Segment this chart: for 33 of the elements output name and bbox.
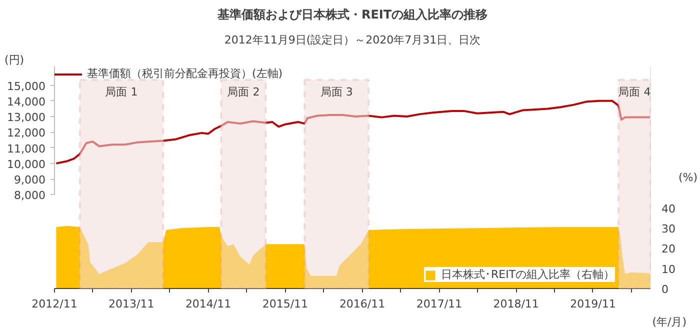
- legend-label: 基準価額（税引前分配金再投資）(左軸): [87, 66, 283, 81]
- band-label: 局面 1: [105, 85, 138, 98]
- y-tick-label: 10,000: [7, 158, 46, 171]
- y2-tick-label: 0: [662, 283, 668, 296]
- y2-tick-label: 30: [662, 222, 676, 236]
- y-tick-label: 12,000: [7, 126, 46, 140]
- y-tick-label: 11,000: [7, 142, 46, 156]
- chart-subtitle: 2012年11月9日(設定日）～2020年7月31日、日次: [224, 34, 481, 46]
- y2-tick-label: 20: [662, 242, 676, 256]
- x-tick-label: 2013/11: [108, 298, 154, 310]
- band-label: 局面 3: [320, 85, 353, 98]
- y-tick-label: 14,000: [7, 95, 46, 108]
- x-tick-label: 2012/11: [32, 298, 78, 310]
- x-tick-label: 2014/11: [185, 298, 232, 310]
- band-label: 局面 4: [618, 85, 651, 98]
- y2-tick-label: 10: [662, 262, 676, 276]
- x-tick-label: 2018/11: [493, 298, 539, 310]
- x-tick-label: 2019/11: [570, 298, 616, 310]
- y-tick-label: 8,000: [14, 189, 46, 202]
- line-series: [55, 100, 650, 164]
- legend-label: 日本株式･REITの組入比率（右軸）: [441, 267, 615, 282]
- y-tick-label: 13,000: [7, 111, 46, 124]
- chart-title: 基準価額および日本株式・REITの組入比率の推移: [216, 8, 488, 22]
- x-axis-title: (年/月): [652, 316, 687, 328]
- band-label: 局面 2: [227, 85, 260, 98]
- x-tick-label: 2016/11: [339, 298, 386, 310]
- y-tick-label: 15,000: [7, 80, 46, 93]
- y2-axis-title: (%): [678, 171, 698, 184]
- y-tick-label: 9,000: [14, 174, 46, 187]
- y2-tick-label: 40: [662, 202, 676, 216]
- x-tick-label: 2017/11: [416, 298, 462, 310]
- x-tick-label: 2015/11: [262, 298, 308, 310]
- y-axis-title: (円): [4, 54, 24, 66]
